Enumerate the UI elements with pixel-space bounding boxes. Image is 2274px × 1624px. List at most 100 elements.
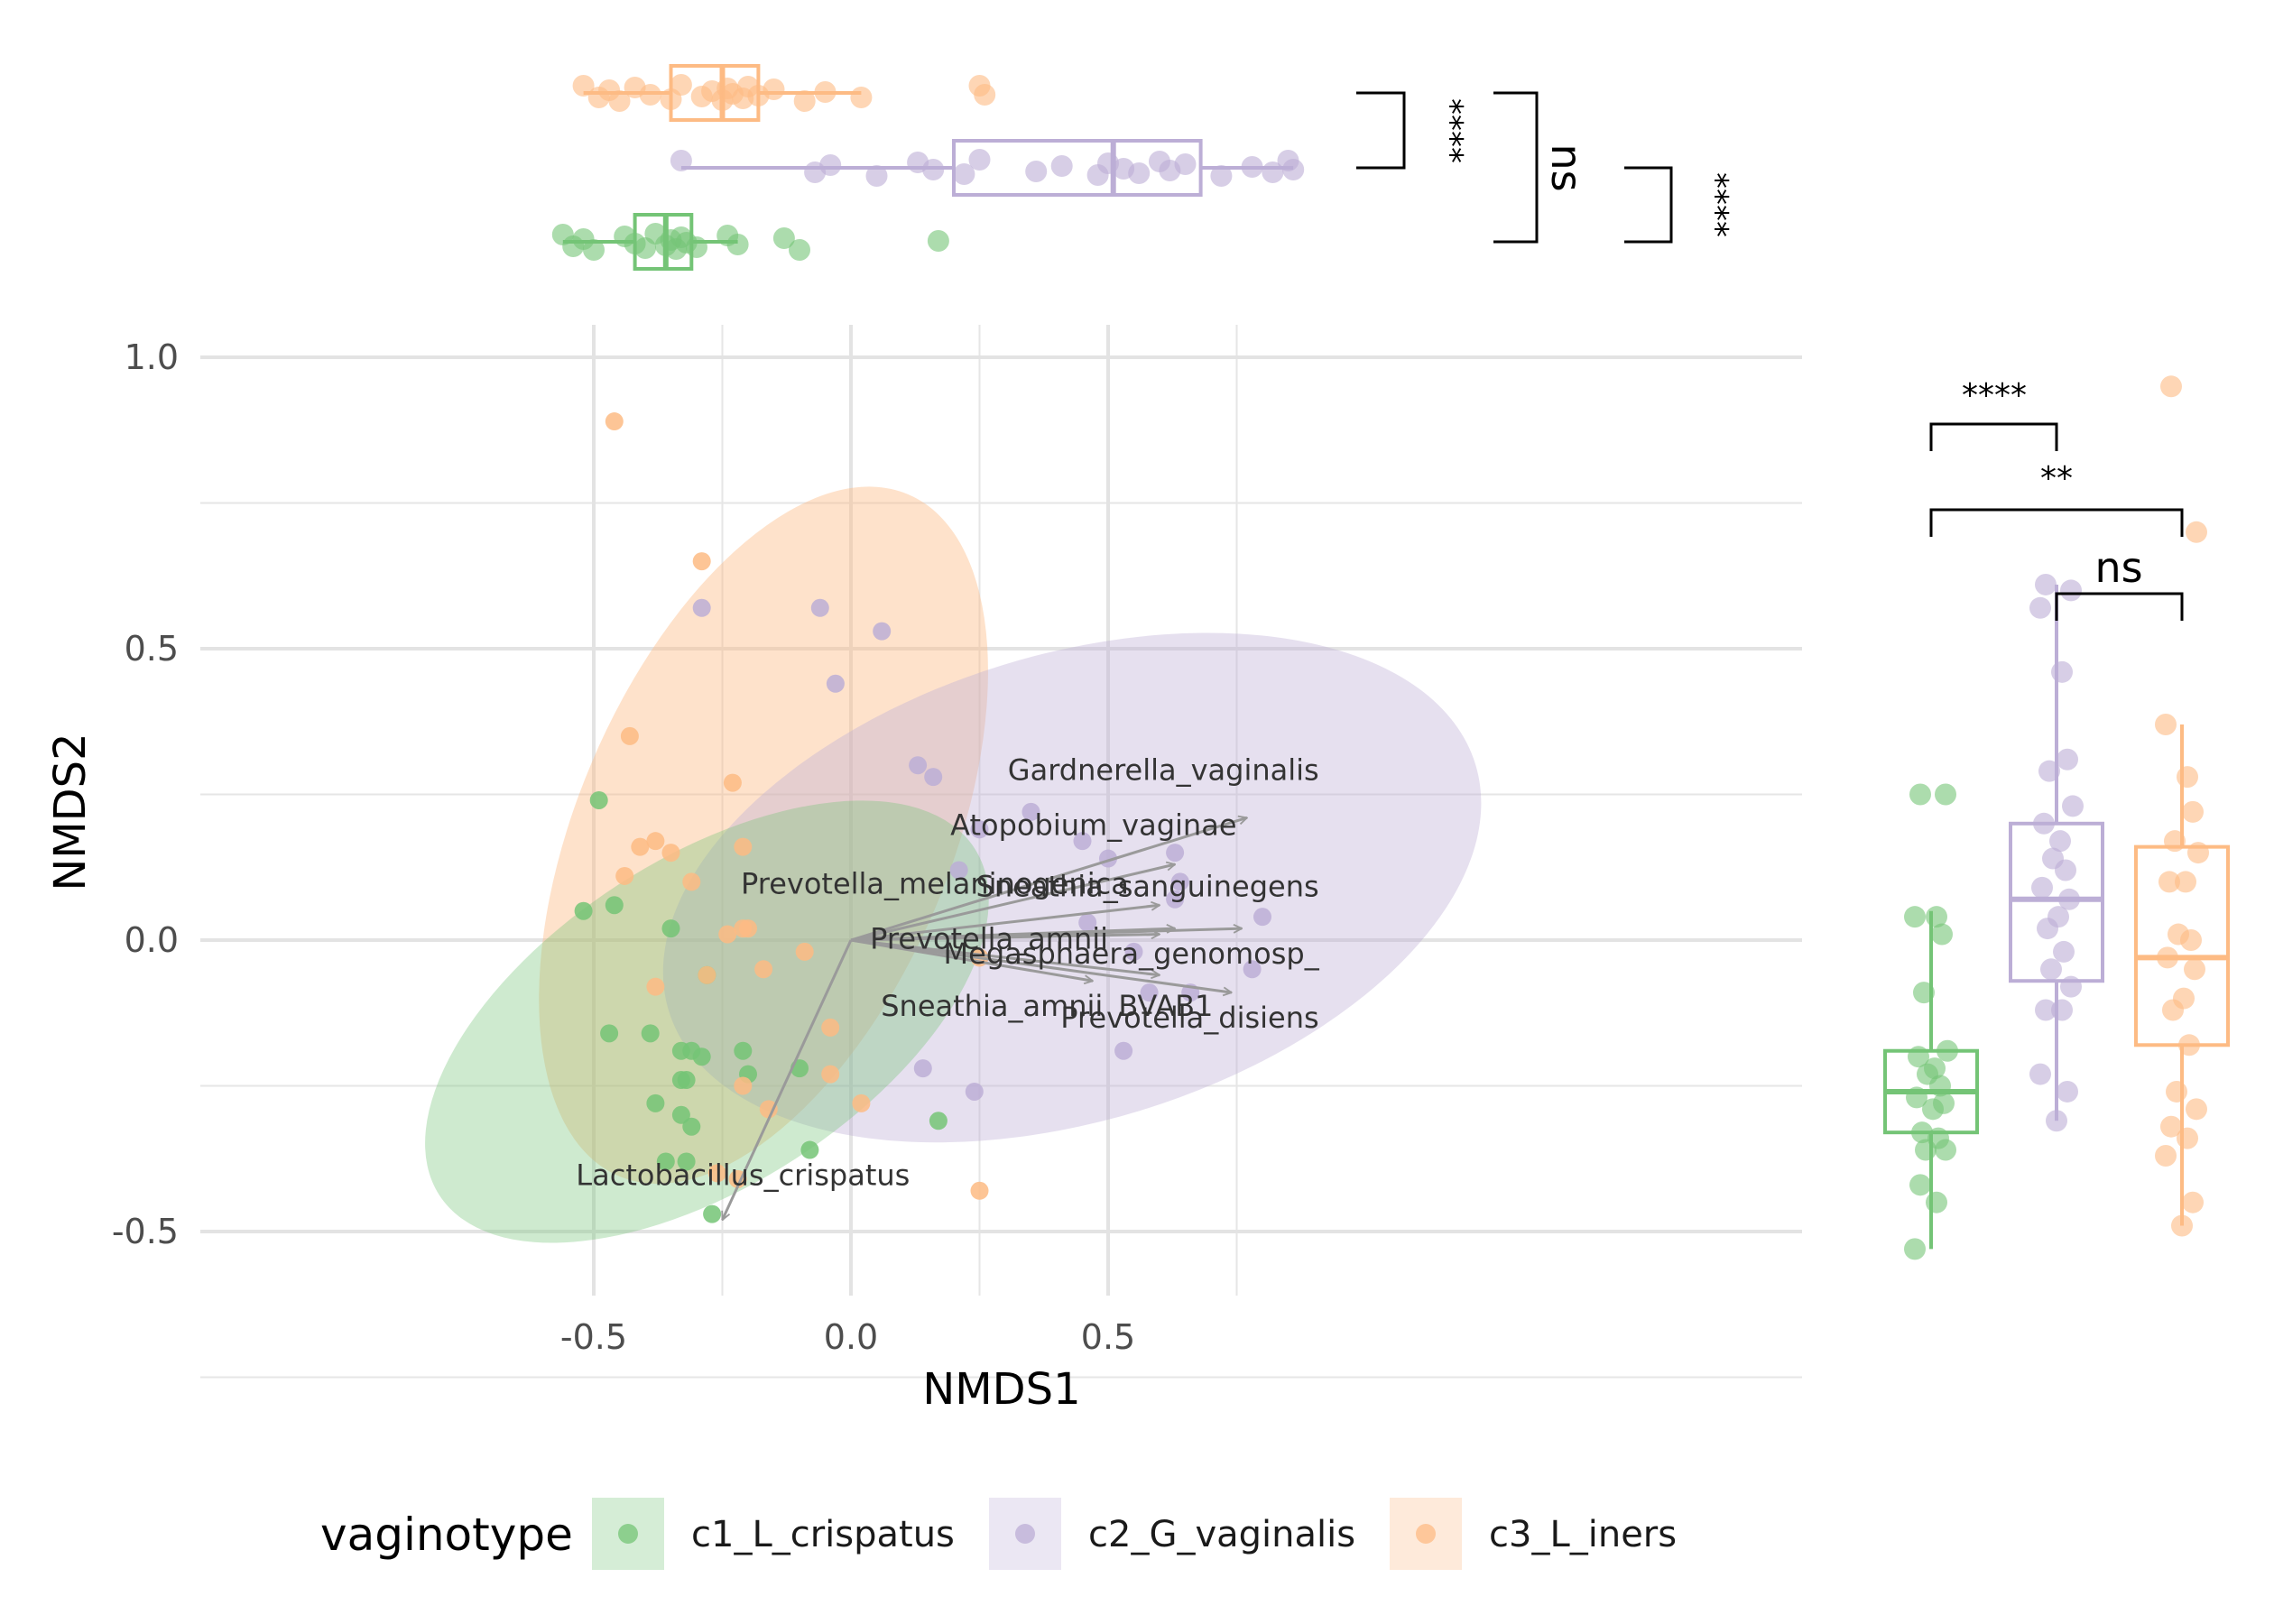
point-c3 [723,773,742,792]
box-point [670,150,692,171]
vector-label: Gardnerella_vaginalis [1008,752,1319,787]
box-point [814,81,837,103]
sample-points [574,412,1271,1223]
point-c2 [1124,942,1143,961]
point-c3 [707,1164,726,1183]
box-point [2051,660,2073,683]
box-point [2053,940,2075,963]
box [2009,821,2104,983]
box-point [819,154,842,176]
species-vector-labels: Gardnerella_vaginalis Atopobium_vaginae Pr… [576,752,1319,1192]
vector-label: Prevotella_melaninogenica [741,866,1129,900]
box-point [2033,812,2055,835]
y-axis-ticks: -0.5 0.0 0.5 1.0 [112,337,179,1251]
vector-arrow [850,938,1232,992]
point-c1 [656,1152,675,1171]
point-c3 [718,925,737,944]
box-point [608,90,631,112]
point-c3 [698,965,716,984]
box-point [2180,929,2202,951]
box-point [927,230,949,252]
legend-label-c3: c3_L_iners [1489,1514,1677,1555]
point-c2 [909,756,928,775]
point-c2 [1166,890,1185,909]
box-point [2160,375,2182,398]
point-c1 [661,919,680,938]
box-point [974,84,996,106]
box-point [1906,1086,1927,1109]
significance-bracket [1929,508,2184,537]
x-axis-ticks: -0.5 0.0 0.5 [560,1317,1135,1357]
point-c2 [1021,802,1040,821]
y-tick-label: 1.0 [125,337,179,377]
point-c2 [965,1082,984,1101]
nmds2-boxes [1883,375,2230,1260]
box-point [1937,1039,1958,1062]
box-point [1909,783,1931,806]
point-c3 [734,1076,753,1095]
point-c1 [641,1024,660,1043]
box-point [1128,162,1151,184]
box-point [1926,1191,1947,1213]
box-point [1913,982,1935,1004]
box-point [1282,159,1305,180]
vector-label: Prevotella_disiens [1060,1001,1318,1035]
box-point [1904,1238,1926,1260]
vector-label: Prevotella_amnii [870,922,1108,956]
box-point [2060,975,2082,998]
box-point [2164,830,2186,853]
box-point [2177,1127,2198,1149]
box-point [572,75,595,97]
box-point [1262,161,1284,183]
point-c3 [734,837,753,856]
grid-lines [200,325,1802,1379]
box-point [2049,830,2071,853]
box-point [850,87,873,108]
point-c1 [574,901,593,920]
box-point [1935,1139,1956,1161]
box-point [2187,842,2209,864]
box-point [1908,1046,1929,1068]
box-point [789,239,810,261]
box-point [953,163,975,185]
point-c3 [692,552,711,571]
box-point [772,227,795,249]
point-c3 [631,837,650,856]
significance-bracket [1624,166,1673,244]
point-c2 [913,1059,932,1078]
box-point [2040,958,2062,981]
box-point [922,159,945,180]
box-point [639,84,661,106]
point-c1 [671,1071,690,1090]
point-c3 [821,1018,840,1037]
point-c2 [1166,844,1185,863]
box-point [1929,1075,1951,1097]
box-point [2057,748,2078,770]
legend: vaginotype c1_L_crispatus c2_G_vaginalis… [320,1498,1677,1570]
legend-label-c2: c2_G_vaginalis [1088,1514,1355,1555]
significance-bracket [2055,592,2184,621]
nmds1-significance-brackets: **** ns **** [1356,91,1734,244]
legend-label-c1: c1_L_crispatus [691,1514,955,1555]
nmds2-boxplot-panel: ******ns [1883,375,2230,1260]
box-point [1926,906,1947,928]
y-tick-label: 0.5 [125,629,179,669]
point-c1 [600,1024,619,1043]
box-point [2178,1034,2200,1057]
point-c2 [1140,983,1159,1002]
box-point [2055,859,2076,881]
point-c1 [671,1105,690,1124]
box-point [2157,946,2178,969]
vector-label: BVAB1 [1118,989,1213,1023]
x-tick-label: -0.5 [560,1317,627,1357]
legend-item-c3: c3_L_iners [1390,1498,1677,1570]
point-c2 [873,622,892,641]
box-point [2051,999,2073,1021]
point-c1 [800,1140,819,1159]
significance-label: ns [1542,143,1591,191]
box-point [2158,871,2180,893]
point-c1 [677,1152,696,1171]
significance-bracket [1929,422,2058,451]
box-point [2057,1080,2078,1103]
point-c2 [949,861,968,880]
